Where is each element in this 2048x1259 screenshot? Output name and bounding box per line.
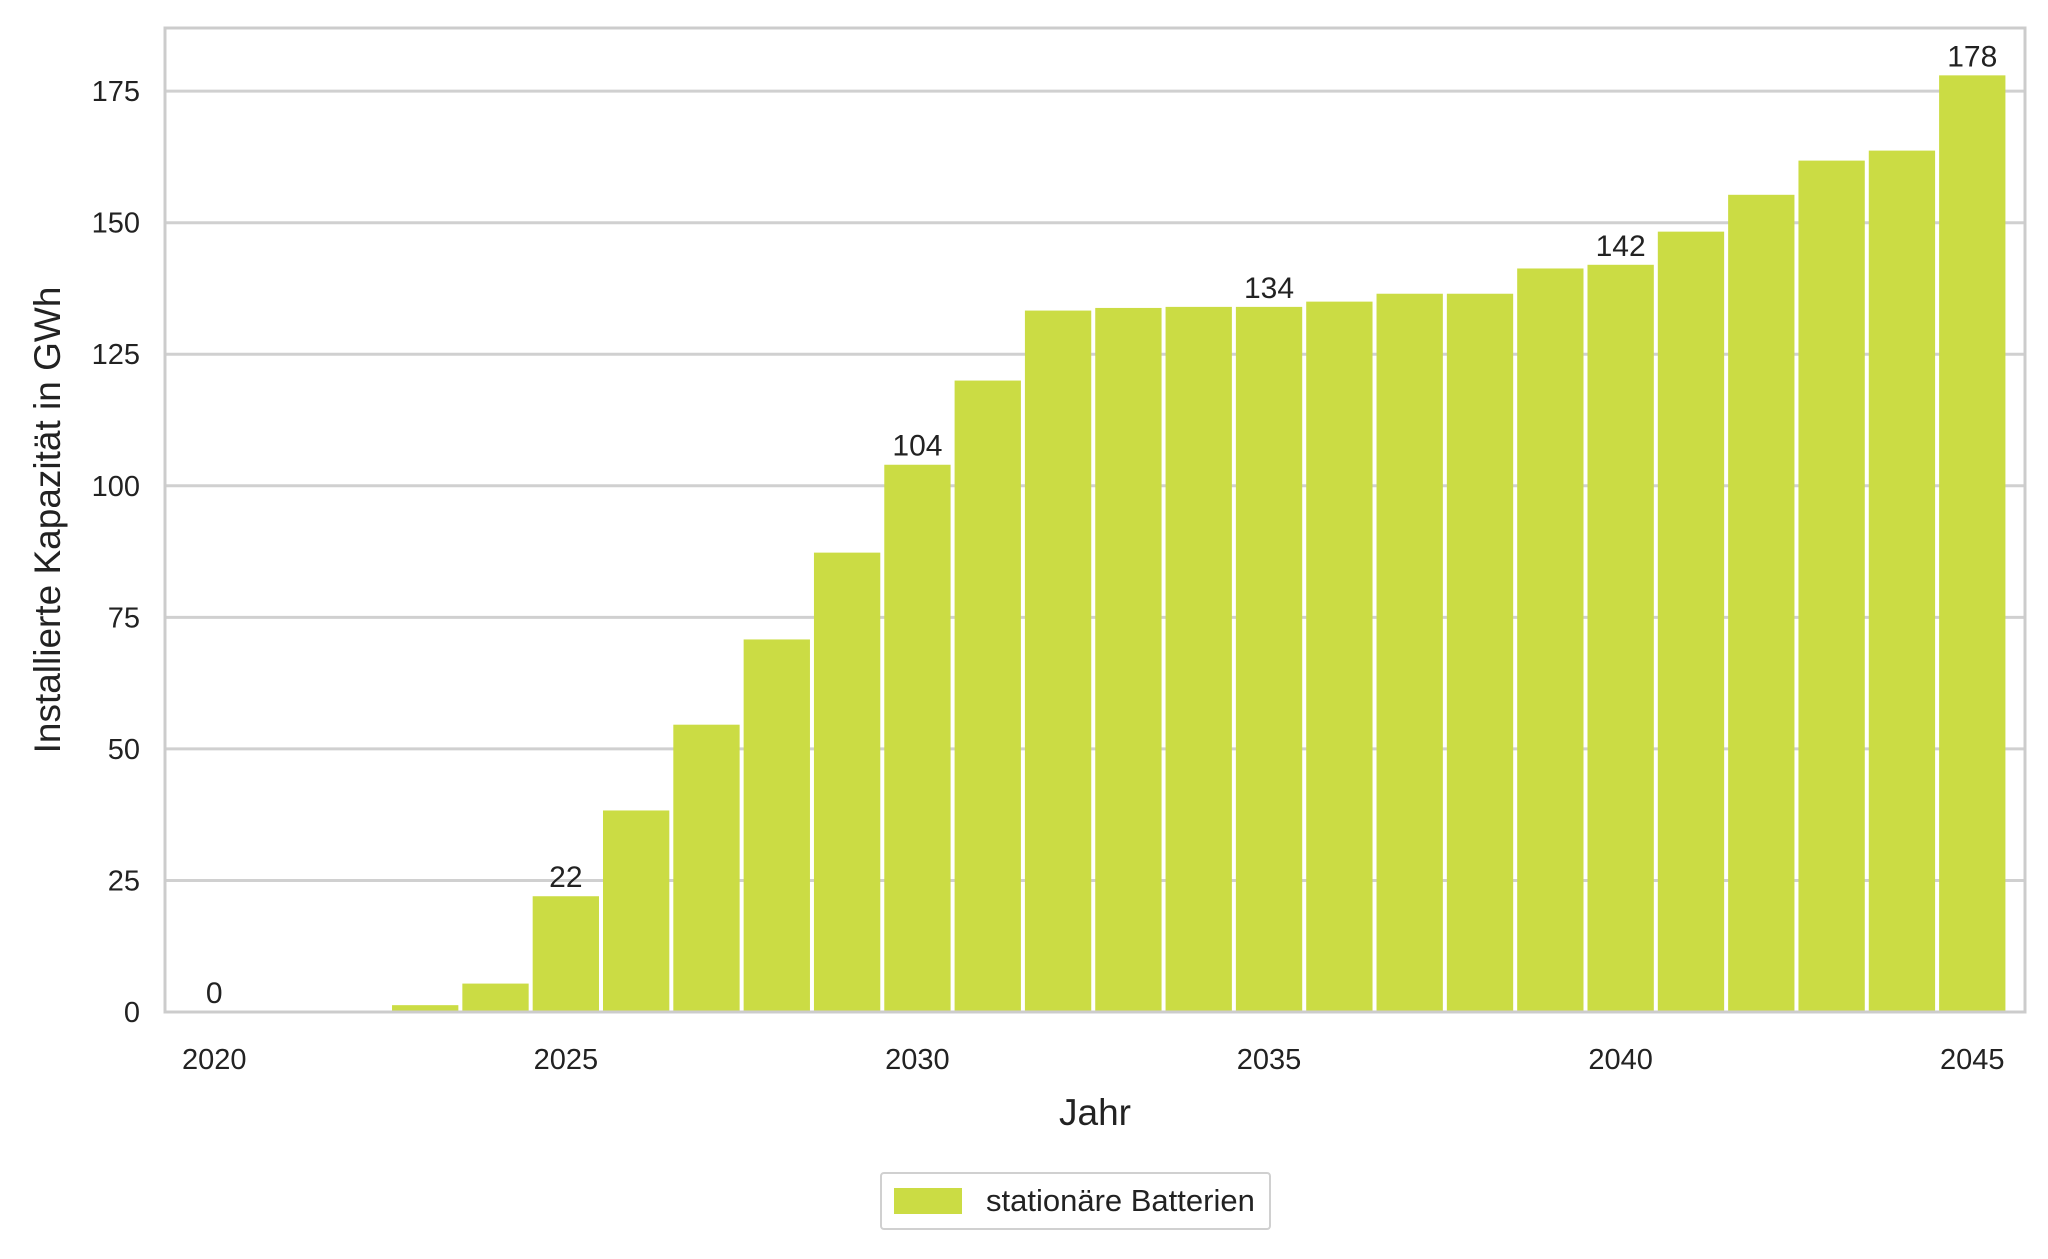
x-tick-label: 2040 (1588, 1044, 1653, 1076)
bars (392, 75, 2006, 1013)
x-tick-label: 2025 (534, 1044, 599, 1076)
x-tick-label: 2035 (1237, 1044, 1302, 1076)
bar (602, 810, 670, 1012)
bar (462, 983, 529, 1012)
y-axis-title: Installierte Kapazität in GWh (27, 287, 68, 754)
bar (673, 724, 740, 1012)
bar (1939, 75, 2006, 1013)
y-tick-label: 50 (108, 734, 140, 766)
bar (1587, 264, 1654, 1012)
bar (1235, 306, 1303, 1012)
data-label: 178 (1947, 40, 1997, 73)
data-label: 0 (206, 977, 223, 1010)
x-tick-labels: 2020 2025 2030 2035 2040 2045 (182, 1044, 2005, 1076)
bar (1446, 293, 1514, 1012)
bar (1165, 306, 1232, 1012)
bar (1657, 231, 1725, 1013)
x-tick-label: 2030 (885, 1044, 950, 1076)
data-label: 22 (549, 861, 582, 894)
legend: stationäre Batterien (880, 1172, 1271, 1230)
y-tick-label: 100 (92, 471, 140, 503)
y-tick-label: 125 (92, 339, 140, 371)
bar (1376, 293, 1443, 1012)
plot-frame (163, 26, 2027, 1014)
data-labels: 0 22 104 134 142 178 (206, 40, 1997, 1010)
y-tick-label: 150 (92, 208, 140, 240)
bar (532, 896, 599, 1012)
data-label: 134 (1244, 272, 1294, 305)
bar (1024, 310, 1092, 1012)
bar (1517, 268, 1584, 1012)
legend-label: stationäre Batterien (986, 1183, 1255, 1218)
x-axis-title: Jahr (1059, 1092, 1131, 1133)
y-tick-label: 175 (92, 76, 140, 108)
x-tick-label: 2020 (182, 1044, 247, 1076)
bar (954, 380, 1021, 1012)
y-tick-labels: 0 25 50 75 100 125 150 175 (92, 76, 140, 1029)
y-tick-label: 25 (108, 865, 140, 897)
y-tick-label: 0 (124, 997, 140, 1029)
data-label: 104 (892, 430, 942, 463)
x-tick-label: 2045 (1940, 1044, 2005, 1076)
bar (1306, 301, 1373, 1012)
bar (1798, 160, 1865, 1012)
data-label: 142 (1596, 230, 1646, 263)
bar (813, 552, 881, 1012)
bar (884, 464, 951, 1012)
bar (1868, 150, 1936, 1012)
bar (392, 1005, 459, 1012)
bar (1095, 307, 1162, 1013)
bar (1728, 194, 1795, 1013)
gridlines (165, 89, 2025, 1014)
y-tick-label: 75 (108, 602, 140, 634)
legend-swatch (894, 1188, 962, 1214)
bar (743, 639, 810, 1012)
